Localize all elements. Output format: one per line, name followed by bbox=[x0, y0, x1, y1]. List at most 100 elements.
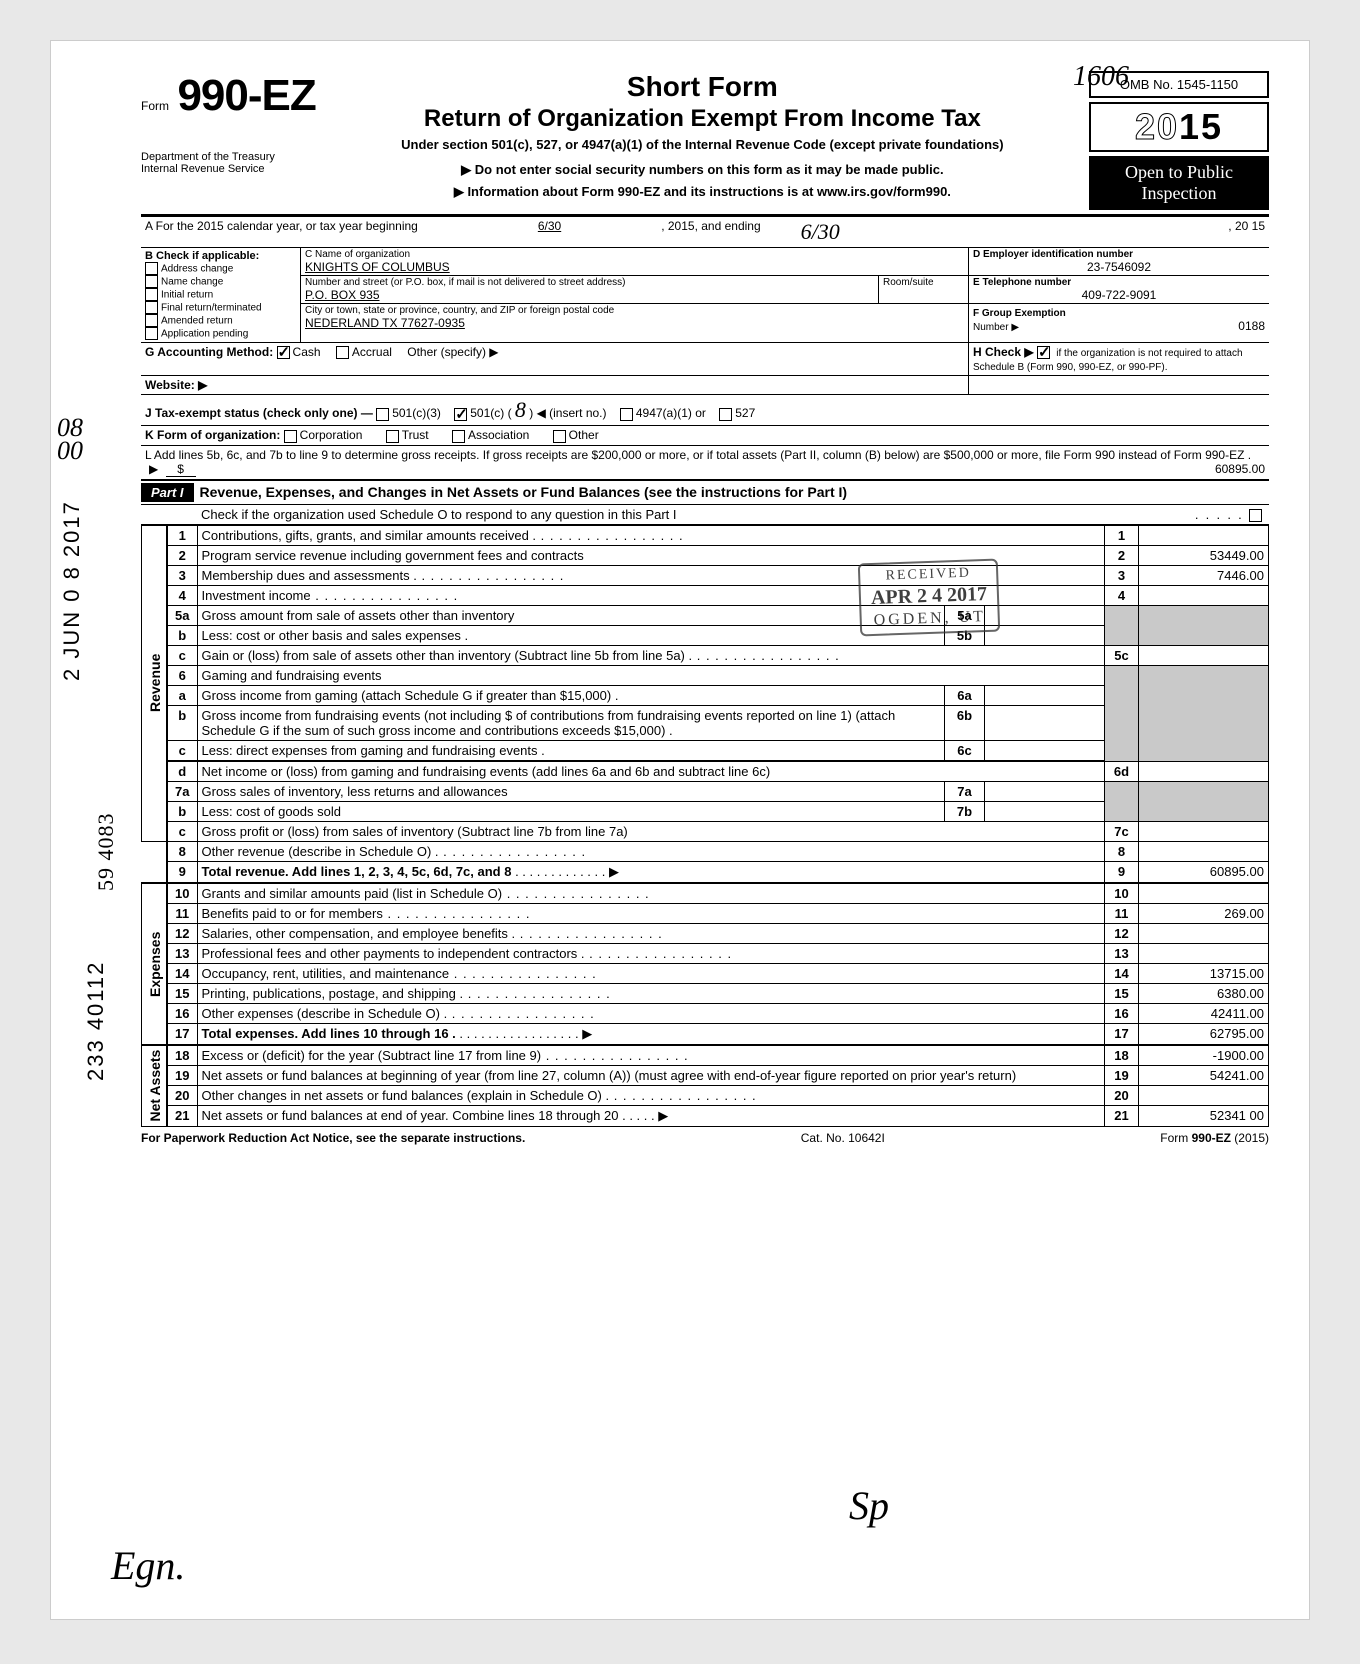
footer-mid: Cat. No. 10642I bbox=[801, 1131, 885, 1145]
side-date-stamp: 2 JUN 0 8 2017 bbox=[59, 500, 85, 681]
checkbox-final-return[interactable] bbox=[145, 301, 158, 314]
footer-right: Form 990-EZ (2015) bbox=[1160, 1131, 1269, 1145]
f-label2: Number ▶ bbox=[973, 322, 1019, 333]
corner-initials: Egn. bbox=[111, 1542, 185, 1589]
g-other: Other (specify) ▶ bbox=[407, 345, 498, 359]
checkbox-other-org[interactable] bbox=[553, 430, 566, 443]
handwritten-top: 1606 bbox=[1073, 61, 1129, 93]
section-c: C Name of organization KNIGHTS OF COLUMB… bbox=[301, 248, 969, 342]
website-label: Website: ▶ bbox=[145, 378, 207, 392]
b-header: B Check if applicable: bbox=[145, 250, 296, 262]
stamp-received: RECEIVED bbox=[870, 565, 987, 585]
checkbox-schedule-o[interactable] bbox=[1249, 509, 1262, 522]
checkbox-accrual[interactable] bbox=[336, 346, 349, 359]
form-prefix: Form bbox=[141, 99, 169, 113]
part-1-lines-table: Revenue 1 Contributions, gifts, grants, … bbox=[141, 525, 1269, 1127]
table-row: 11 Benefits paid to or for members 11 26… bbox=[142, 903, 1269, 923]
header-info-grid: B Check if applicable: Address change Na… bbox=[141, 247, 1269, 481]
checkbox-application-pending[interactable] bbox=[145, 327, 158, 340]
part-1-schedule-o-check: Check if the organization used Schedule … bbox=[141, 505, 1269, 525]
table-row: c Gain or (loss) from sale of assets oth… bbox=[142, 645, 1269, 665]
instruction-1: ▶ Do not enter social security numbers o… bbox=[316, 162, 1089, 178]
j-501c-num: 8 bbox=[515, 397, 526, 422]
instruction-2: ▶ Information about Form 990-EZ and its … bbox=[316, 184, 1089, 200]
checkbox-association[interactable] bbox=[452, 430, 465, 443]
checkbox-name-change[interactable] bbox=[145, 275, 158, 288]
room-suite-label: Room/suite bbox=[878, 276, 968, 303]
table-row: 16 Other expenses (describe in Schedule … bbox=[142, 1003, 1269, 1023]
table-row: d Net income or (loss) from gaming and f… bbox=[142, 761, 1269, 781]
checkbox-4947[interactable] bbox=[620, 408, 633, 421]
g-label: G Accounting Method: bbox=[145, 345, 273, 359]
section-l: L Add lines 5b, 6c, and 7b to line 9 to … bbox=[141, 446, 1269, 479]
revenue-section-label: Revenue bbox=[142, 525, 168, 841]
table-row: 4 Investment income 4 bbox=[142, 585, 1269, 605]
table-row: b Less: cost or other basis and sales ex… bbox=[142, 625, 1269, 645]
received-stamp: RECEIVED APR 2 4 2017 OGDEN, UT bbox=[858, 559, 1001, 637]
side-margin-08: 0800 bbox=[57, 416, 83, 463]
section-g: G Accounting Method: Cash Accrual Other … bbox=[141, 343, 969, 375]
table-row: 8 Other revenue (describe in Schedule O)… bbox=[142, 841, 1269, 861]
table-row: 17 Total expenses. Add lines 10 through … bbox=[142, 1023, 1269, 1045]
return-title: Return of Organization Exempt From Incom… bbox=[316, 105, 1089, 133]
table-row: c Less: direct expenses from gaming and … bbox=[142, 740, 1269, 760]
table-row: Net Assets 18 Excess or (deficit) for th… bbox=[142, 1045, 1269, 1066]
line-a-end-year: , 20 15 bbox=[1228, 219, 1265, 245]
table-row: 13 Professional fees and other payments … bbox=[142, 943, 1269, 963]
department-block: Department of the Treasury Internal Reve… bbox=[141, 151, 316, 175]
org-city: NEDERLAND TX 77627-0935 bbox=[305, 316, 964, 330]
checkbox-corporation[interactable] bbox=[284, 430, 297, 443]
c-city-label: City or town, state or province, country… bbox=[305, 305, 964, 316]
h-label: H Check ▶ bbox=[973, 345, 1034, 359]
line-a-begin: 6/30 bbox=[538, 219, 561, 245]
l-amount: 60895.00 bbox=[1215, 462, 1265, 476]
checkbox-initial-return[interactable] bbox=[145, 288, 158, 301]
checkbox-527[interactable] bbox=[719, 408, 732, 421]
checkbox-h[interactable] bbox=[1037, 346, 1050, 359]
checkbox-trust[interactable] bbox=[386, 430, 399, 443]
table-row: 14 Occupancy, rent, utilities, and maint… bbox=[142, 963, 1269, 983]
form-number-block: Form 990-EZ Department of the Treasury I… bbox=[141, 71, 316, 175]
d-label: D Employer identification number bbox=[973, 249, 1265, 260]
phone: 409-722-9091 bbox=[973, 288, 1265, 302]
table-row: 9 Total revenue. Add lines 1, 2, 3, 4, 5… bbox=[142, 861, 1269, 883]
checkbox-501c3[interactable] bbox=[376, 408, 389, 421]
table-row: c Gross profit or (loss) from sales of i… bbox=[142, 821, 1269, 841]
section-d-e-f: D Employer identification number 23-7546… bbox=[969, 248, 1269, 342]
org-name: KNIGHTS OF COLUMBUS bbox=[305, 260, 964, 274]
checkbox-501c[interactable] bbox=[454, 408, 467, 421]
k-label: K Form of organization: bbox=[145, 428, 280, 442]
line-a-label: A For the 2015 calendar year, or tax yea… bbox=[145, 219, 418, 245]
signature-initials: Sp bbox=[849, 1482, 889, 1529]
section-j: J Tax-exempt status (check only one) — 5… bbox=[141, 395, 1269, 425]
l-text: L Add lines 5b, 6c, and 7b to line 9 to … bbox=[145, 448, 1251, 462]
table-row: 3 Membership dues and assessments . 3 74… bbox=[142, 565, 1269, 585]
j-label: J Tax-exempt status (check only one) — bbox=[145, 406, 373, 420]
line-a: A For the 2015 calendar year, or tax yea… bbox=[141, 216, 1269, 247]
table-row: a Gross income from gaming (attach Sched… bbox=[142, 685, 1269, 705]
checkbox-address-change[interactable] bbox=[145, 262, 158, 275]
f-label: F Group Exemption bbox=[973, 308, 1066, 319]
table-row: 7a Gross sales of inventory, less return… bbox=[142, 781, 1269, 801]
footer-left: For Paperwork Reduction Act Notice, see … bbox=[141, 1131, 525, 1145]
dept-line1: Department of the Treasury bbox=[141, 151, 316, 163]
short-form-label: Short Form bbox=[316, 71, 1089, 103]
website-row: Website: ▶ bbox=[141, 376, 969, 394]
part-1-title: Revenue, Expenses, and Changes in Net As… bbox=[200, 484, 848, 500]
org-street: P.O. BOX 935 bbox=[305, 288, 874, 302]
open-public-l2: Inspection bbox=[1089, 183, 1269, 204]
checkbox-cash[interactable] bbox=[277, 346, 290, 359]
subtitle: Under section 501(c), 527, or 4947(a)(1)… bbox=[316, 137, 1089, 152]
table-row: 5a Gross amount from sale of assets othe… bbox=[142, 605, 1269, 625]
c-street-label: Number and street (or P.O. box, if mail … bbox=[305, 277, 874, 288]
form-number: 990-EZ bbox=[177, 71, 315, 120]
line-a-mid: , 2015, and ending bbox=[661, 219, 760, 245]
ein: 23-7546092 bbox=[973, 260, 1265, 274]
checkbox-amended-return[interactable] bbox=[145, 314, 158, 327]
side-form-number: 233 40112 bbox=[83, 961, 109, 1081]
table-row: 19 Net assets or fund balances at beginn… bbox=[142, 1065, 1269, 1085]
part-1-header: Part I Revenue, Expenses, and Changes in… bbox=[141, 481, 1269, 505]
expenses-section-label: Expenses bbox=[142, 883, 168, 1045]
open-to-public-box: Open to Public Inspection bbox=[1089, 156, 1269, 210]
table-row: 21 Net assets or fund balances at end of… bbox=[142, 1105, 1269, 1126]
